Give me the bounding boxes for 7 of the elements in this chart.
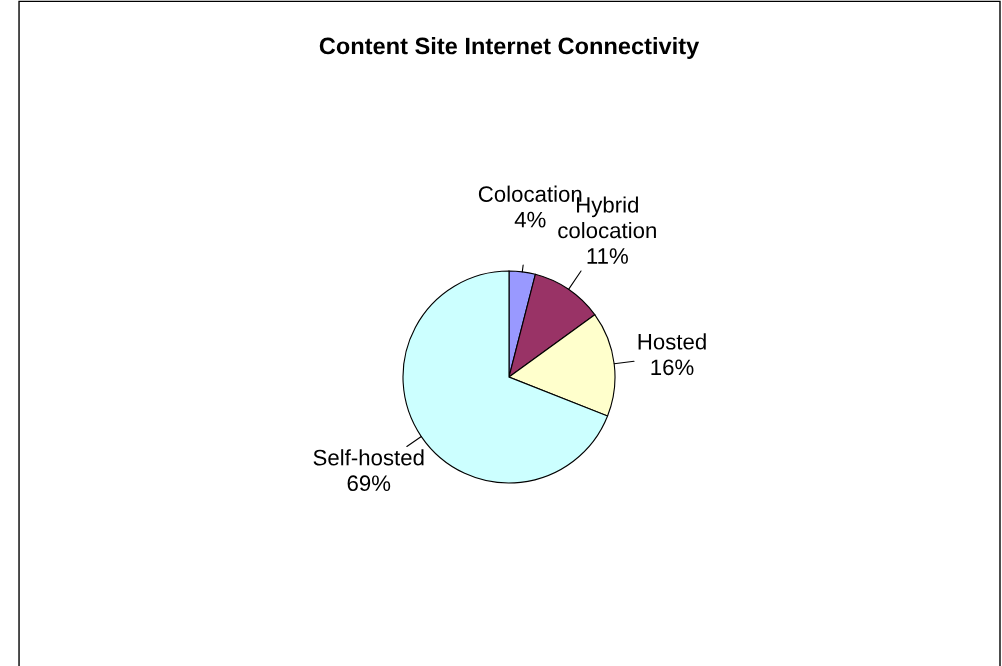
data-label: 69% (347, 475, 391, 492)
data-label: 11% (587, 248, 628, 264)
slice-label: Hosted (638, 333, 706, 350)
chart-title: Content Site Internet Connectivity (319, 37, 700, 59)
data-label: 4% (514, 211, 546, 228)
slice-label: Self-hosted (313, 449, 424, 466)
data-label: 16% (651, 359, 694, 376)
